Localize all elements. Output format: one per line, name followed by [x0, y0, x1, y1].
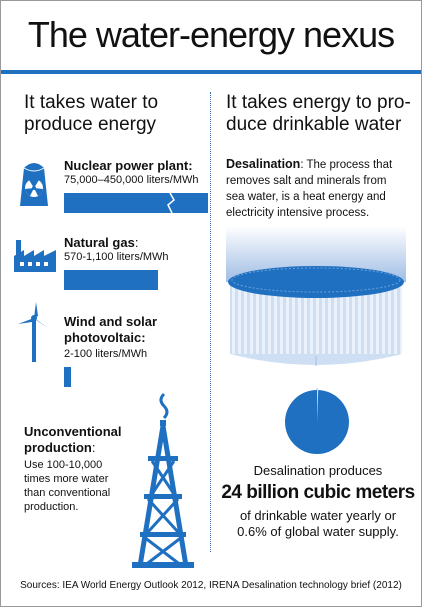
right-heading-line-1: It takes energy to pro- — [226, 92, 411, 113]
stat-share-line-1: of drinkable water yearly or — [239, 508, 397, 523]
water-supply-share-pie — [285, 388, 349, 454]
right-heading-line-2: duce drinkable water — [226, 114, 402, 135]
unconventional-sub-line-2: times more water — [24, 473, 109, 485]
left-heading-line-1: It takes water to — [24, 92, 159, 113]
unconventional-title-line-2-text: production — [24, 440, 92, 455]
gas-title-text: Natural gas — [64, 235, 135, 250]
wind-sub: 2-100 liters/MWh — [64, 348, 148, 360]
stat-volume: 24 billion cubic meters — [221, 482, 415, 503]
column-divider — [210, 92, 211, 552]
desalination-share-slice — [317, 390, 319, 422]
factory-icon — [14, 240, 56, 272]
stat-intro: Desalination produces — [253, 463, 383, 478]
unconventional-title-line-1: Unconventional — [24, 424, 122, 439]
desalination-text: : The process that removes salt and mine… — [226, 159, 393, 219]
unconventional-sub-line-4: production. — [24, 501, 79, 513]
unconventional-sub: Use 100-10,000 times more water than con… — [24, 458, 134, 514]
right-column-heading: It takes energy to pro- duce drinkable w… — [226, 92, 416, 136]
nuclear-plant-icon — [20, 163, 48, 206]
oil-rig-icon — [132, 392, 194, 568]
nuclear-title: Nuclear power plant: — [64, 158, 193, 173]
nuclear-bar — [64, 193, 208, 213]
gas-sub: 570-1,100 liters/MWh — [64, 251, 169, 263]
wind-title-line-2: photovoltaic: — [64, 330, 146, 345]
unconventional-title-suffix: : — [91, 440, 96, 455]
wind-bar — [64, 367, 71, 387]
stat-share: of drinkable water yearly or 0.6% of glo… — [214, 508, 422, 540]
desalination-tank-illustration — [226, 226, 406, 366]
desalination-label: Desalination — [226, 157, 301, 171]
wind-title-line-1: Wind and solar — [64, 314, 158, 329]
unconventional-title: Unconventional production: — [24, 424, 134, 456]
gas-bar — [64, 270, 158, 290]
gas-title-suffix: : — [134, 235, 139, 250]
wind-title: Wind and solar photovoltaic: — [64, 314, 157, 346]
sources-footnote: Sources: IEA World Energy Outlook 2012, … — [20, 580, 402, 591]
desalination-description: Desalination: The process that removes s… — [226, 156, 406, 221]
unconventional-title-line-2: production: — [24, 440, 134, 456]
page-title: The water-energy nexus — [27, 14, 395, 55]
title-rule — [0, 70, 422, 74]
bar-break-icon — [167, 193, 175, 213]
left-heading-line-2: produce energy — [24, 114, 157, 135]
wind-turbine-icon — [18, 302, 48, 362]
unconventional-sub-line-1: Use 100-10,000 — [24, 459, 103, 471]
stat-share-line-2: 0.6% of global water supply. — [237, 524, 399, 539]
gas-title: Natural gas: — [64, 235, 138, 251]
nuclear-sub: 75,000–450,000 liters/MWh — [64, 174, 199, 186]
left-column-heading: It takes water to produce energy — [24, 92, 204, 136]
unconventional-sub-line-3: than conventional — [24, 487, 111, 499]
